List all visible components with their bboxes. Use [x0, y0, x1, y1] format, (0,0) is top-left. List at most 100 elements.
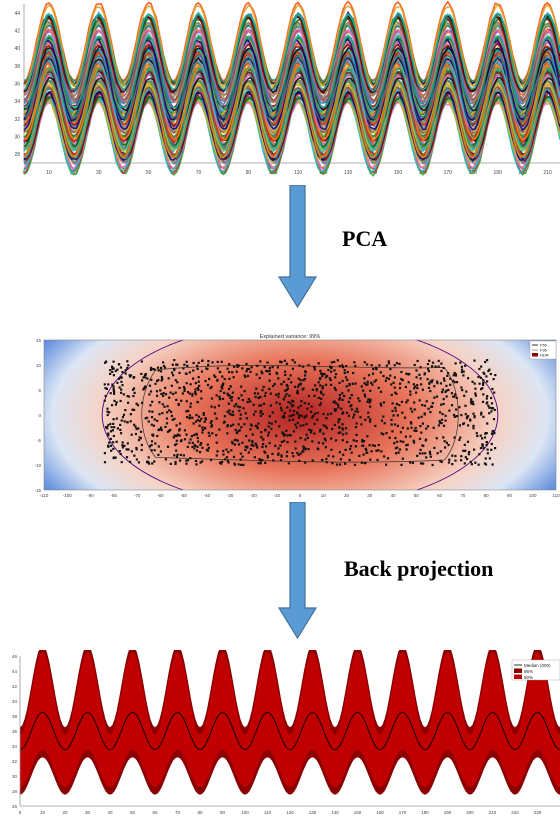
scatter-point [352, 371, 355, 375]
scatter-point [462, 449, 465, 452]
scatter-point [309, 410, 313, 413]
scatter-point [400, 463, 403, 466]
scatter-point [195, 463, 198, 466]
scatter-point [157, 453, 160, 456]
scatter-point [316, 418, 319, 421]
scatter-point [140, 372, 143, 375]
scatter-point [332, 401, 335, 404]
scatter-point [246, 446, 249, 449]
scatter-point [298, 364, 301, 367]
scatter-point [120, 419, 123, 422]
scatter-point [433, 446, 436, 449]
scatter-point [233, 443, 236, 446]
scatter-point [409, 435, 412, 438]
scatter-point [462, 370, 465, 373]
scatter-point [311, 440, 314, 443]
scatter-point [304, 438, 307, 441]
y-tick-label: -5 [37, 438, 41, 443]
scatter-point [463, 394, 466, 397]
scatter-point [344, 462, 347, 465]
scatter-point [422, 462, 425, 465]
scatter-point [169, 462, 172, 465]
scatter-point [261, 445, 264, 449]
scatter-point [108, 411, 111, 414]
scatter-point [474, 461, 477, 464]
scatter-point [453, 371, 456, 375]
scatter-point [341, 398, 344, 401]
scatter-point [189, 402, 192, 405]
scatter-point [213, 374, 216, 377]
scatter-point [120, 376, 123, 379]
y-tick-label: 28 [12, 789, 18, 794]
scatter-point [189, 383, 192, 386]
scatter-point [274, 420, 277, 423]
scatter-point [226, 392, 229, 395]
scatter-point [257, 396, 260, 400]
scatter-point [169, 391, 172, 394]
scatter-point [288, 434, 291, 437]
scatter-point [347, 414, 350, 417]
scatter-point [339, 458, 342, 461]
scatter-point [444, 414, 447, 417]
y-tick-label: 34 [14, 99, 20, 105]
scatter-point [228, 409, 231, 412]
legend-swatch [514, 668, 522, 673]
scatter-point [489, 372, 492, 376]
scatter-point [486, 448, 489, 451]
scatter-point [429, 452, 432, 456]
scatter-point [165, 422, 169, 425]
x-tick-label: 80 [484, 493, 490, 498]
scatter-point [231, 442, 234, 445]
scatter-point [241, 399, 244, 402]
scatter-point [326, 374, 329, 377]
scatter-point [406, 427, 409, 430]
scatter-point [200, 370, 204, 373]
scatter-point [221, 375, 224, 378]
scatter-point [482, 371, 485, 374]
scatter-point [310, 429, 313, 432]
scatter-point [453, 415, 456, 418]
scatter-point [466, 440, 470, 443]
scatter-point [293, 361, 296, 364]
scatter-point [286, 441, 289, 444]
scatter-point [386, 457, 390, 460]
scatter-point [433, 385, 436, 388]
scatter-point [196, 445, 199, 448]
x-tick-label: 70 [196, 170, 202, 176]
scatter-point [264, 451, 267, 454]
scatter-point [487, 404, 490, 407]
scatter-point [271, 366, 274, 369]
y-tick-label: 36 [12, 729, 18, 734]
scatter-point [201, 446, 204, 449]
scatter-point [228, 363, 231, 366]
scatter-point [121, 384, 124, 387]
scatter-point [239, 458, 242, 461]
scatter-point [325, 427, 328, 430]
scatter-point [413, 408, 416, 411]
scatter-point [146, 416, 149, 419]
scatter-point [277, 392, 280, 395]
scatter-point [265, 445, 268, 448]
scatter-point [399, 431, 402, 434]
scatter-point [231, 371, 234, 374]
scatter-point [479, 447, 482, 450]
scatter-point [171, 418, 174, 421]
scatter-point [333, 369, 336, 372]
scatter-point [479, 376, 483, 379]
scatter-point [303, 446, 306, 449]
scatter-point [239, 417, 242, 420]
y-tick-label: 5 [38, 388, 41, 393]
scatter-point [408, 372, 411, 376]
scatter-point [186, 445, 189, 448]
scatter-point [123, 420, 126, 423]
scatter-point [226, 424, 229, 427]
scatter-point [116, 368, 119, 371]
scatter-point [104, 395, 107, 398]
scatter-point [286, 450, 289, 453]
scatter-point [236, 365, 239, 368]
scatter-point [150, 449, 153, 452]
scatter-point [369, 398, 372, 401]
scatter-point [396, 440, 399, 443]
scatter-point [282, 398, 285, 401]
scatter-point [256, 364, 259, 367]
